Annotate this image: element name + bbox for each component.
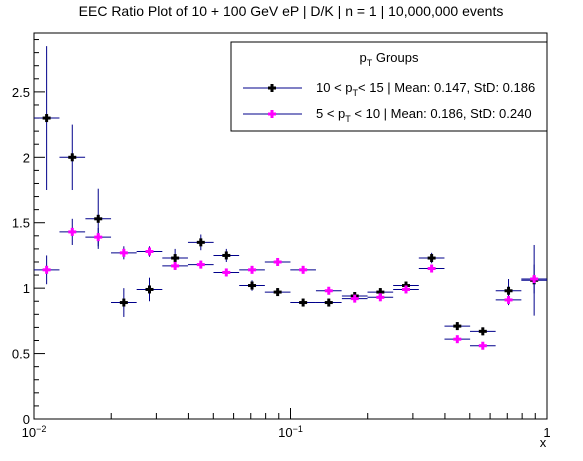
legend-entries: 10 < pT< 15 | Mean: 0.147, StD: 0.186 5 <… [243, 80, 535, 124]
data-point [59, 124, 86, 191]
y-tick-label: 0 [23, 412, 30, 427]
data-point [213, 248, 240, 262]
data-point [59, 218, 86, 245]
data-point [367, 293, 394, 302]
x-tick-label: 1 [543, 425, 550, 440]
y-tick-label: 1 [23, 281, 30, 296]
data-point [239, 265, 265, 274]
data-point [34, 46, 60, 191]
data-point [444, 335, 471, 344]
series-2 [34, 218, 547, 350]
data-point [418, 252, 445, 264]
data-point [290, 298, 316, 307]
data-point [469, 327, 496, 336]
x-tick-label: 10−2 [22, 424, 47, 440]
data-point [469, 341, 496, 350]
data-point [341, 294, 368, 303]
data-point [111, 246, 137, 260]
data-point [187, 234, 214, 251]
legend-label: 10 < pT< 15 | Mean: 0.147, StD: 0.186 [316, 80, 535, 98]
data-point [85, 227, 112, 247]
data-point [264, 288, 291, 297]
data-point [136, 246, 163, 257]
y-tick-label: 1.5 [12, 216, 30, 231]
series-layer [34, 46, 547, 350]
legend-entry-1: 10 < pT< 15 | Mean: 0.147, StD: 0.186 [243, 80, 535, 98]
y-tick-label: 2 [23, 150, 30, 165]
y-axis: 0 0.5 1 1.5 2 2.5 [12, 39, 45, 427]
data-point [213, 268, 240, 277]
y-tick-label: 0.5 [12, 347, 30, 362]
data-point [495, 294, 522, 306]
legend-entry-2: 5 < pT < 10 | Mean: 0.186, StD: 0.240 [243, 106, 532, 124]
data-point [136, 277, 163, 302]
data-point [521, 264, 547, 294]
data-point [34, 255, 60, 285]
data-point [444, 322, 471, 331]
legend-box [230, 41, 548, 132]
data-point [290, 265, 316, 274]
x-tick-label: 10−1 [278, 424, 303, 440]
data-point [264, 257, 291, 266]
data-point [239, 280, 265, 291]
data-point [187, 260, 214, 269]
legend-label: 5 < pT < 10 | Mean: 0.186, StD: 0.240 [316, 106, 532, 124]
x-axis-label: x [540, 435, 547, 450]
data-point [418, 264, 445, 273]
chart-title: EEC Ratio Plot of 10 + 100 GeV eP | D/K … [79, 3, 504, 19]
data-point [315, 286, 342, 295]
x-axis: 10−2 10−1 1 [22, 408, 551, 440]
data-point [162, 261, 188, 270]
legend-title: pT Groups [360, 50, 419, 68]
data-point [393, 285, 419, 294]
legend: pT Groups 10 < pT< 15 | Mean: 0.147, StD… [230, 41, 548, 132]
data-point [111, 288, 137, 317]
y-tick-label: 2.5 [12, 85, 30, 100]
data-point [315, 298, 342, 307]
